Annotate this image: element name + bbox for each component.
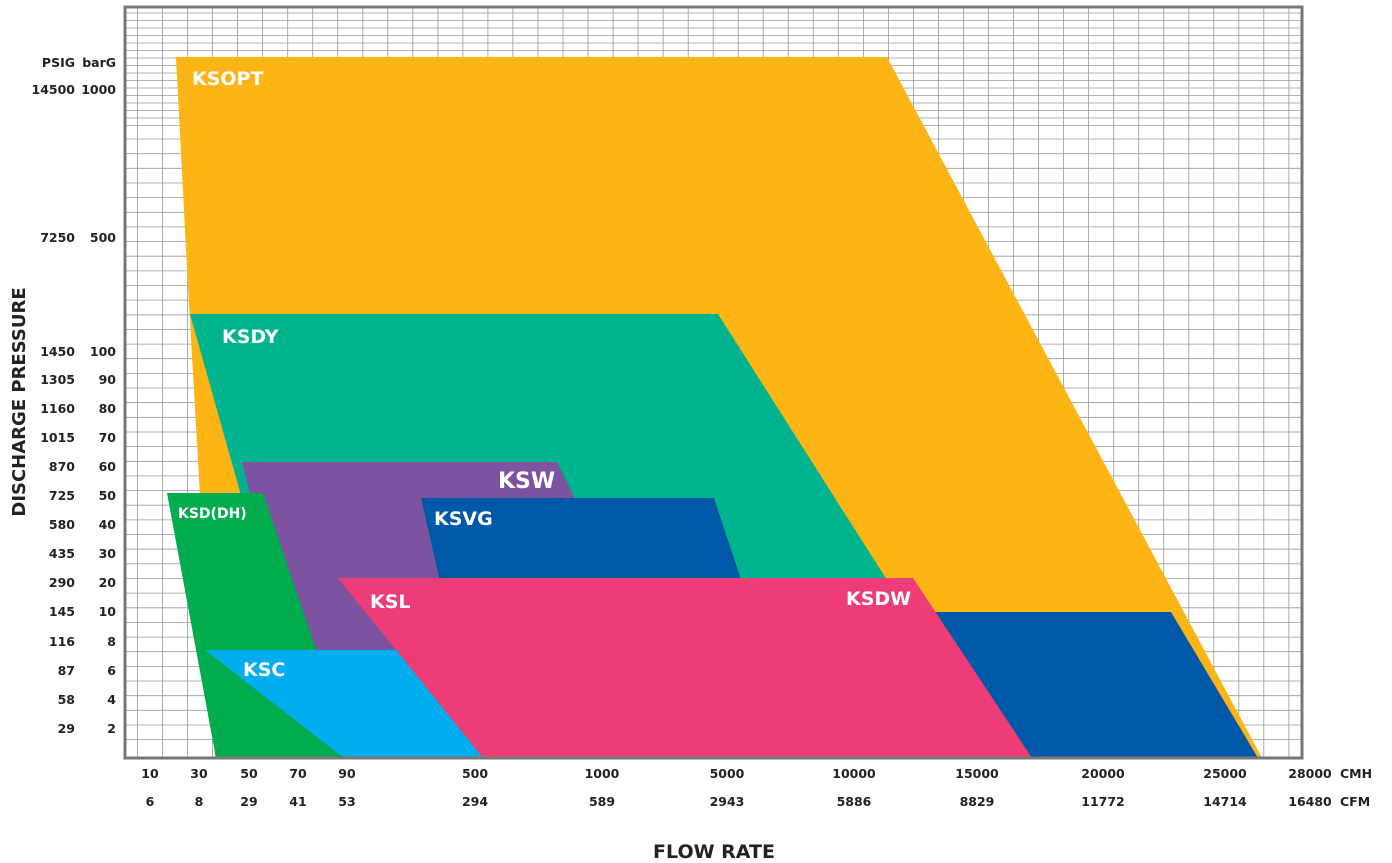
- x-tick-cmh: 25000: [1203, 766, 1247, 781]
- y-tick-psig: 14500: [32, 82, 76, 97]
- y-tick-barg: 10: [99, 604, 117, 619]
- y-tick-psig: 145: [49, 604, 75, 619]
- y-tick-barg: 90: [99, 372, 117, 387]
- region-ksl: [338, 578, 1032, 758]
- x-tick-cmh: 28000: [1288, 766, 1332, 781]
- x-tick-cfm: 53: [338, 794, 355, 809]
- y-tick-psig: 435: [49, 546, 75, 561]
- x-tick-cmh: 1000: [585, 766, 620, 781]
- x-tick-cfm: 14714: [1203, 794, 1247, 809]
- y-tick-psig: 7250: [40, 230, 75, 245]
- y-axis-title: DISCHARGE PRESSURE: [9, 287, 30, 516]
- x-tick-cmh: 90: [338, 766, 356, 781]
- y-tick-psig: 870: [49, 459, 75, 474]
- x-tick-cmh: 70: [289, 766, 307, 781]
- x-tick-cfm: 6: [146, 794, 155, 809]
- x-tick-cfm: 294: [462, 794, 488, 809]
- region-label-ksl: KSL: [370, 591, 411, 613]
- y-tick-barg: 100: [90, 344, 116, 359]
- x-tick-cfm: 11772: [1081, 794, 1125, 809]
- region-label-ksw: KSW: [498, 469, 555, 494]
- y-tick-barg: 6: [107, 663, 116, 678]
- y-tick-psig: 1450: [40, 344, 75, 359]
- y-tick-barg: 20: [99, 575, 117, 590]
- x-tick-cmh: 20000: [1081, 766, 1125, 781]
- x-tick-cmh: 15000: [955, 766, 999, 781]
- region-ksc: [205, 650, 483, 758]
- y-tick-barg: 1000: [81, 82, 116, 97]
- region-label-ksdw: KSDW: [846, 588, 911, 610]
- plot-frame: [123, 5, 1304, 760]
- region-ksdw: [915, 612, 1258, 758]
- x-unit-cfm: CFM: [1340, 794, 1370, 809]
- x-tick-cfm: 2943: [710, 794, 745, 809]
- y-tick-barg: 70: [99, 430, 117, 445]
- regions: [167, 57, 1262, 758]
- y-tick-barg: 80: [99, 401, 117, 416]
- y-tick-barg: 500: [90, 230, 116, 245]
- x-tick-cmh: 30: [190, 766, 208, 781]
- region-label-ksopt: KSOPT: [192, 68, 263, 90]
- y-tick-psig: 29: [58, 721, 75, 736]
- y-tick-psig: 725: [49, 488, 75, 503]
- x-tick-cmh: 5000: [710, 766, 745, 781]
- y-ticks: 1450072501450130511601015870725580435290…: [32, 82, 117, 736]
- y-tick-psig: 87: [58, 663, 75, 678]
- y-tick-barg: 2: [107, 721, 116, 736]
- region-label-ksvg: KSVG: [434, 508, 493, 530]
- region-label-ksddh: KSD(DH): [178, 506, 247, 522]
- y-unit-barg: barG: [82, 55, 116, 70]
- x-tick-cfm: 8829: [960, 794, 995, 809]
- x-tick-cmh: 50: [240, 766, 258, 781]
- x-tick-cmh: 10000: [832, 766, 876, 781]
- y-tick-psig: 116: [49, 634, 75, 649]
- y-tick-barg: 40: [99, 517, 117, 532]
- x-tick-cfm: 29: [240, 794, 257, 809]
- y-tick-barg: 30: [99, 546, 117, 561]
- x-tick-cfm: 16480: [1288, 794, 1332, 809]
- x-unit-cmh: CMH: [1340, 766, 1372, 781]
- x-tick-cfm: 589: [589, 794, 615, 809]
- y-unit-psig: PSIG: [42, 55, 75, 70]
- x-ticks: 10 30 50 70 90 500 1000 5000 10000 15000 20000 2500…: [141, 766, 1332, 809]
- y-tick-psig: 58: [58, 692, 75, 707]
- y-tick-psig: 290: [49, 575, 75, 590]
- x-tick-cmh: 10: [141, 766, 159, 781]
- y-tick-psig: 1305: [40, 372, 75, 387]
- y-tick-psig: 1160: [40, 401, 75, 416]
- y-tick-psig: 580: [49, 517, 75, 532]
- y-tick-barg: 50: [99, 488, 117, 503]
- region-label-ksc: KSC: [243, 659, 285, 681]
- x-tick-cfm: 5886: [837, 794, 872, 809]
- y-tick-barg: 4: [107, 692, 116, 707]
- y-tick-psig: 1015: [40, 430, 75, 445]
- x-tick-cmh: 500: [462, 766, 488, 781]
- x-axis-title: FLOW RATE: [653, 841, 775, 863]
- x-tick-cfm: 41: [289, 794, 306, 809]
- x-tick-cfm: 8: [195, 794, 204, 809]
- y-tick-barg: 60: [99, 459, 117, 474]
- region-label-ksdy: KSDY: [222, 326, 279, 348]
- y-tick-barg: 8: [107, 634, 116, 649]
